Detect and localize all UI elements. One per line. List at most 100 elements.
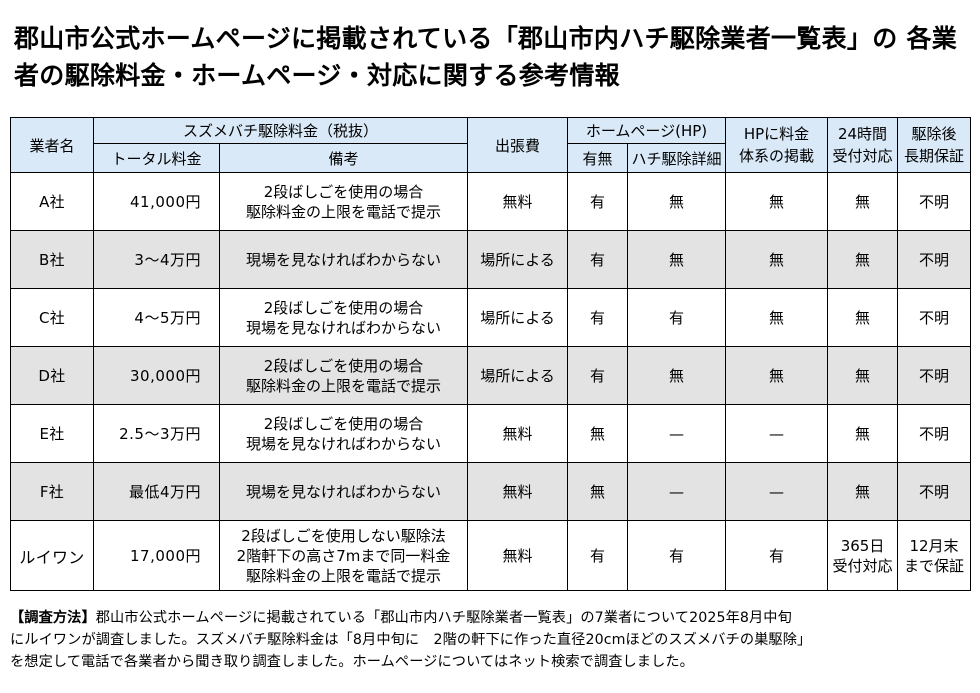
header-hp-fee: HPに料金 体系の掲載 <box>725 117 829 173</box>
survey-method-note: 【調査方法】郡山市公式ホームページに掲載されている「郡山市内ハチ駆除業者一覧表」… <box>10 608 970 692</box>
note-line: 駆除料金の上限を電話で提示 <box>246 202 442 221</box>
hp-fee-listed: 無 <box>725 346 829 405</box>
travel-fee: 場所による <box>467 230 569 289</box>
footnote-line2: にルイワンが調査しました。スズメバチ駆除料金は「8月中旬に 2階の軒下に作った直… <box>10 631 812 648</box>
total-fee: 3〜4万円 <box>93 230 220 289</box>
header-warranty: 駆除後 長期保証 <box>897 117 972 173</box>
header-24h: 24時間 受付対応 <box>827 117 899 173</box>
h24-support: 無 <box>827 288 899 347</box>
note-line: 2段ばしごを使用の場合 <box>263 182 424 201</box>
company-name: B社 <box>10 230 94 289</box>
h24-line: 受付対応 <box>832 556 893 575</box>
total-fee: 2.5〜3万円 <box>93 404 220 463</box>
table-row: F社 最低4万円 現場を見なければわからない 無料 無 — — 無 不明 <box>10 462 972 521</box>
note-line: 駆除料金の上限を電話で提示 <box>246 376 442 395</box>
hp-detail: — <box>627 404 727 463</box>
hp-fee-listed: — <box>725 404 829 463</box>
total-fee: 30,000円 <box>93 346 220 405</box>
table-row: D社 30,000円 2段ばしごを使用の場合 駆除料金の上限を電話で提示 場所に… <box>10 346 972 405</box>
warranty: 不明 <box>897 346 972 405</box>
travel-fee: 無料 <box>467 462 569 521</box>
total-fee: 最低4万円 <box>93 462 220 521</box>
note-cell: 2段ばしごを使用しない駆除法 2階軒下の高さ7mまで同一料金 駆除料金の上限を電… <box>218 520 469 591</box>
note-cell: 2段ばしごを使用の場合 駆除料金の上限を電話で提示 <box>218 172 469 231</box>
hp-fee-listed: 無 <box>725 230 829 289</box>
note-line: 現場を見なければわからない <box>246 318 442 337</box>
table-row: ルイワン 17,000円 2段ばしごを使用しない駆除法 2階軒下の高さ7mまで同… <box>10 520 972 591</box>
note-cell: 2段ばしごを使用の場合 現場を見なければわからない <box>218 404 469 463</box>
total-fee: 41,000円 <box>93 172 220 231</box>
vendor-table: 業者名 スズメバチ駆除料金（税抜） 出張費 ホームページ(HP) HPに料金 体… <box>10 117 972 591</box>
header-total-fee: トータル料金 <box>93 143 220 173</box>
note-line: 現場を見なければわからない <box>246 250 442 269</box>
hp-detail: 有 <box>627 288 727 347</box>
table-row: B社 3〜4万円 現場を見なければわからない 場所による 有 無 無 無 不明 <box>10 230 972 289</box>
table-row: E社 2.5〜3万円 2段ばしごを使用の場合 現場を見なければわからない 無料 … <box>10 404 972 463</box>
company-name: E社 <box>10 404 94 463</box>
hp-fee-listed: — <box>725 462 829 521</box>
header-homepage-group: ホームページ(HP) <box>567 117 727 144</box>
hp-detail: — <box>627 462 727 521</box>
travel-fee: 場所による <box>467 288 569 347</box>
total-fee: 4〜5万円 <box>93 288 220 347</box>
h24-support: 無 <box>827 172 899 231</box>
header-company: 業者名 <box>10 117 94 173</box>
header-24h-line1: 24時間 <box>837 125 888 143</box>
note-cell: 現場を見なければわからない <box>218 230 469 289</box>
header-note: 備考 <box>218 143 469 173</box>
hp-exists: 有 <box>567 520 629 591</box>
warranty-line: まで保証 <box>904 556 965 575</box>
h24-support: 無 <box>827 230 899 289</box>
header-24h-line2: 受付対応 <box>832 147 893 165</box>
header-warranty-line1: 駆除後 <box>911 125 957 143</box>
note-cell: 現場を見なければわからない <box>218 462 469 521</box>
travel-fee: 場所による <box>467 346 569 405</box>
hp-detail: 無 <box>627 230 727 289</box>
note-cell: 2段ばしごを使用の場合 現場を見なければわからない <box>218 288 469 347</box>
header-fee-group: スズメバチ駆除料金（税抜） <box>92 117 469 144</box>
hp-detail: 有 <box>627 520 727 591</box>
header-hp-exists: 有無 <box>567 143 629 173</box>
warranty: 12月末 まで保証 <box>897 520 972 591</box>
hp-fee-listed: 無 <box>725 288 829 347</box>
warranty: 不明 <box>897 404 972 463</box>
note-line: 現場を見なければわからない <box>246 482 442 501</box>
header-hp-fee-line1: HPに料金 <box>743 125 810 143</box>
travel-fee: 無料 <box>467 404 569 463</box>
company-name: F社 <box>10 462 94 521</box>
company-name: ルイワン <box>10 520 94 591</box>
footnote-text: 郡山市公式ホームページに掲載されている「郡山市内ハチ駆除業者一覧表」の7業者につ… <box>95 610 792 626</box>
header-hp-detail: ハチ駆除詳細 <box>627 143 727 173</box>
table-row: A社 41,000円 2段ばしごを使用の場合 駆除料金の上限を電話で提示 無料 … <box>10 172 972 231</box>
h24-support: 無 <box>827 462 899 521</box>
h24-line: 365日 <box>840 536 885 555</box>
hp-exists: 有 <box>567 346 629 405</box>
header-travel-fee: 出張費 <box>467 117 569 173</box>
note-line: 現場を見なければわからない <box>246 434 442 453</box>
hp-exists: 有 <box>567 172 629 231</box>
warranty-line: 12月末 <box>909 536 959 555</box>
note-cell: 2段ばしごを使用の場合 駆除料金の上限を電話で提示 <box>218 346 469 405</box>
vendor-table-container: 業者名 スズメバチ駆除料金（税抜） 出張費 ホームページ(HP) HPに料金 体… <box>10 117 972 603</box>
table-row: C社 4〜5万円 2段ばしごを使用の場合 現場を見なければわからない 場所による… <box>10 288 972 347</box>
h24-support: 無 <box>827 346 899 405</box>
warranty: 不明 <box>897 288 972 347</box>
hp-exists: 有 <box>567 288 629 347</box>
note-line: 駆除料金の上限を電話で提示 <box>246 566 442 585</box>
note-line: 2段ばしごを使用の場合 <box>263 298 424 317</box>
company-name: C社 <box>10 288 94 347</box>
travel-fee: 無料 <box>467 520 569 591</box>
warranty: 不明 <box>897 230 972 289</box>
footnote-line1: 【調査方法】郡山市公式ホームページに掲載されている「郡山市内ハチ駆除業者一覧表」… <box>10 608 970 630</box>
note-line: 2階軒下の高さ7mまで同一料金 <box>236 546 451 565</box>
travel-fee: 無料 <box>467 172 569 231</box>
h24-support: 無 <box>827 404 899 463</box>
hp-fee-listed: 無 <box>725 172 829 231</box>
hp-exists: 無 <box>567 404 629 463</box>
hp-detail: 無 <box>627 346 727 405</box>
company-name: D社 <box>10 346 94 405</box>
hp-exists: 有 <box>567 230 629 289</box>
header-hp-fee-line2: 体系の掲載 <box>739 147 815 165</box>
hp-exists: 無 <box>567 462 629 521</box>
footnote-heading: 【調査方法】 <box>10 610 96 626</box>
